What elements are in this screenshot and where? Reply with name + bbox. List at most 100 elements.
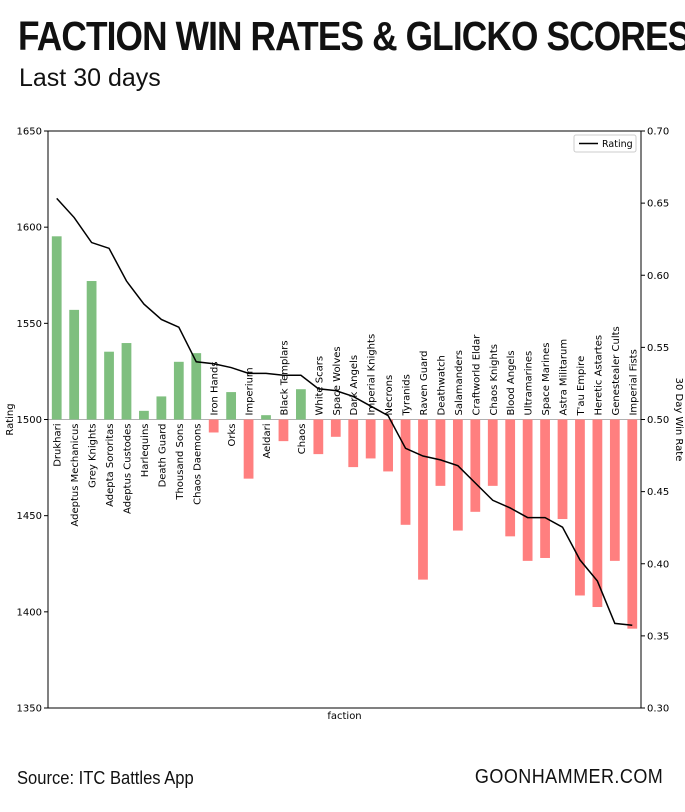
brand-name: GOONHAMMER.COM bbox=[474, 766, 663, 788]
y2-tick-label: 0.35 bbox=[647, 631, 669, 642]
category-label: Grey Knights bbox=[88, 424, 99, 488]
y-tick-label: 1550 bbox=[17, 319, 42, 330]
x-axis-label: faction bbox=[327, 711, 361, 722]
bar-adepta-sororitas bbox=[104, 351, 114, 420]
legend-label: Rating bbox=[602, 139, 633, 150]
category-label: Blood Angels bbox=[506, 350, 517, 415]
bars-layer bbox=[51, 236, 638, 629]
category-label: Chaos Knights bbox=[489, 344, 500, 415]
chart-subtitle: Last 30 days bbox=[19, 64, 161, 92]
bar-black-templars bbox=[278, 419, 289, 442]
y-axis-label: Rating bbox=[5, 403, 16, 435]
category-label: Black Templars bbox=[279, 340, 290, 415]
chart-title: FACTION WIN RATES & GLICKO SCORES bbox=[18, 13, 685, 59]
bar-aeldari bbox=[261, 415, 271, 420]
bar-adeptus-custodes bbox=[121, 343, 132, 420]
y-tick-label: 1350 bbox=[17, 704, 42, 715]
category-label: Heretic Astartes bbox=[593, 335, 604, 416]
category-label: Astra Militarum bbox=[559, 339, 570, 416]
category-label: Iron Hands bbox=[210, 361, 221, 415]
category-label: Adeptus Custodes bbox=[122, 424, 133, 514]
y2-tick-label: 0.55 bbox=[647, 343, 669, 354]
bar-chaos-daemons bbox=[191, 353, 202, 420]
bar-necrons bbox=[383, 419, 393, 472]
legend-box bbox=[573, 134, 637, 153]
y-tick-label: 1650 bbox=[17, 127, 42, 138]
category-label: Tyranids bbox=[402, 374, 413, 416]
bar-iron-hands bbox=[208, 419, 219, 433]
y2-tick-label: 0.40 bbox=[647, 559, 669, 570]
category-label: White Scars bbox=[314, 356, 325, 416]
bar-t-au-empire bbox=[575, 419, 585, 596]
y-tick-label: 1500 bbox=[17, 415, 42, 426]
category-label: Imperial Knights bbox=[367, 334, 378, 416]
category-label: Space Marines bbox=[541, 343, 552, 416]
bar-imperial-fists bbox=[627, 419, 638, 629]
bar-harlequins bbox=[139, 410, 149, 420]
bar-blood-angels bbox=[505, 419, 516, 537]
bar-ultramarines bbox=[522, 419, 533, 561]
bar-imperium bbox=[243, 419, 254, 479]
y2-tick-label: 0.70 bbox=[647, 127, 669, 138]
category-label: Necrons bbox=[384, 375, 395, 416]
bar-salamanders bbox=[452, 419, 463, 531]
bar-genestealer-cults bbox=[609, 419, 620, 561]
category-label: Imperial Fists bbox=[628, 349, 639, 415]
category-label: Thousand Sons bbox=[175, 424, 186, 501]
bar-astra-militarum bbox=[557, 419, 568, 520]
bar-space-marines bbox=[540, 419, 550, 558]
y2-tick-label: 0.45 bbox=[647, 487, 669, 498]
category-label: Salamanders bbox=[454, 350, 465, 415]
y2-tick-label: 0.30 bbox=[647, 704, 669, 715]
y2-axis-label: 30 Day Win Rate bbox=[673, 378, 684, 462]
bar-deathwatch bbox=[435, 419, 446, 486]
y2-tick-label: 0.65 bbox=[647, 199, 669, 210]
category-label: Dark Angels bbox=[349, 355, 360, 416]
category-label: Deathwatch bbox=[436, 355, 447, 415]
category-label: Ultramarines bbox=[524, 351, 535, 416]
category-label: Chaos Daemons bbox=[192, 424, 203, 505]
bar-chaos-knights bbox=[487, 419, 498, 486]
legend: Rating bbox=[573, 134, 637, 153]
y2-tick-label: 0.60 bbox=[647, 271, 669, 282]
category-label: T'au Empire bbox=[576, 356, 587, 417]
rating-line-layer bbox=[56, 197, 633, 627]
bar-white-scars bbox=[313, 419, 324, 455]
category-labels-layer: Drukhari Adeptus Mechanicus Grey Knights Ad… bbox=[53, 326, 640, 526]
category-label: Harlequins bbox=[140, 424, 151, 478]
bar-raven-guard bbox=[418, 419, 428, 580]
category-label: Genestealer Cults bbox=[611, 326, 622, 415]
rating-line bbox=[56, 197, 633, 627]
axes-layer: 1350 1400 1450 1500 1550 1600 1650 0.30 0.35 0.40… bbox=[5, 127, 684, 723]
bar-grey-knights bbox=[86, 281, 97, 420]
bar-drukhari bbox=[51, 236, 62, 420]
y2-tick-label: 0.50 bbox=[647, 415, 669, 426]
bar-imperial-knights bbox=[365, 419, 376, 459]
bar-thousand-sons bbox=[173, 361, 184, 420]
y-tick-label: 1600 bbox=[17, 223, 42, 234]
bar-chaos bbox=[296, 389, 306, 420]
category-label: Chaos bbox=[297, 424, 308, 455]
y-tick-label: 1400 bbox=[17, 607, 42, 618]
bar-orks bbox=[226, 392, 237, 420]
bar-heretic-astartes bbox=[592, 419, 603, 608]
bar-craftworld-eldar bbox=[470, 419, 481, 512]
category-label: Raven Guard bbox=[419, 351, 430, 416]
y-tick-label: 1450 bbox=[17, 511, 42, 522]
category-label: Adeptus Mechanicus bbox=[70, 424, 81, 527]
bar-dark-angels bbox=[348, 419, 359, 468]
category-label: Death Guard bbox=[157, 424, 168, 488]
source-note: Source: ITC Battles App bbox=[17, 768, 194, 788]
category-label: Aeldari bbox=[262, 424, 273, 459]
category-label: Imperium bbox=[245, 367, 256, 415]
bar-space-wolves bbox=[330, 419, 341, 437]
bar-adeptus-mechanicus bbox=[69, 309, 80, 420]
bar-tyranids bbox=[400, 419, 411, 525]
category-label: Adepta Sororitas bbox=[105, 424, 116, 507]
category-label: Space Wolves bbox=[332, 346, 343, 415]
bar-death-guard bbox=[156, 396, 167, 420]
category-label: Drukhari bbox=[53, 424, 64, 467]
category-label: Craftworld Eldar bbox=[471, 334, 482, 416]
category-label: Orks bbox=[227, 424, 238, 447]
